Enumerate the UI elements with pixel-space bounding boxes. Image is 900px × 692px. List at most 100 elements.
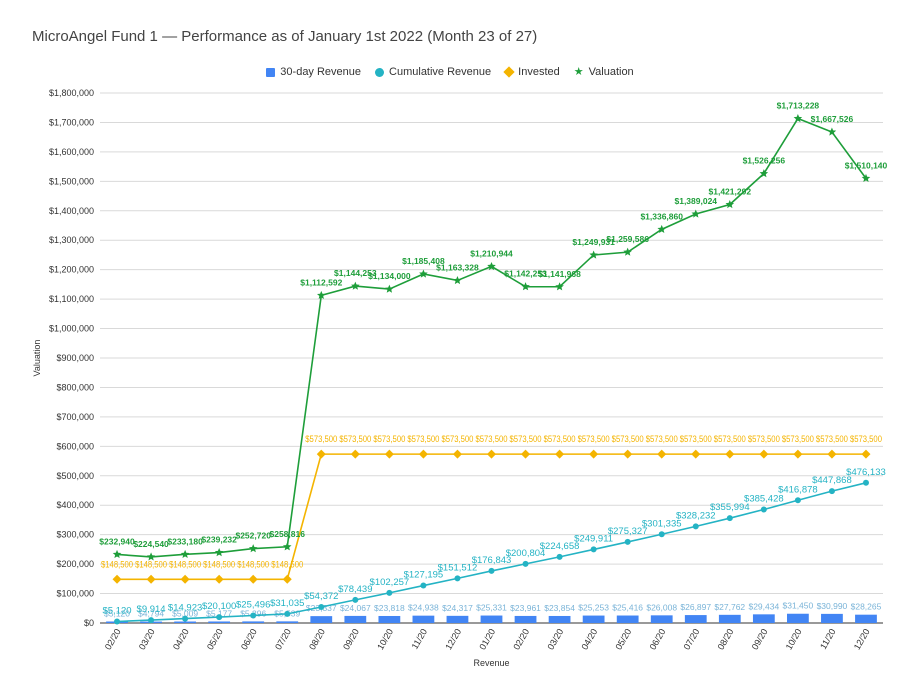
- cumulative-revenue-point: [522, 560, 529, 567]
- bar-data-label: $24,067: [340, 603, 371, 613]
- invested-point: [759, 449, 769, 459]
- invested-data-label: $148,500: [237, 559, 269, 570]
- y-tick-label: $1,400,000: [49, 206, 94, 216]
- valuation-data-label: $1,249,931: [572, 237, 615, 247]
- y-tick-label: $800,000: [56, 382, 94, 392]
- x-tick-label: 09/20: [341, 627, 361, 652]
- valuation-point: [521, 282, 530, 291]
- revenue-bar: [548, 615, 571, 623]
- cumulative-revenue-point: [352, 596, 359, 603]
- bar-data-label: $31,450: [783, 601, 814, 611]
- y-tick-label: $900,000: [56, 353, 94, 363]
- valuation-data-label: $1,713,228: [777, 101, 820, 111]
- x-tick-label: 11/20: [818, 627, 838, 651]
- invested-point: [623, 449, 633, 459]
- invested-data-label: $573,500: [850, 434, 882, 445]
- x-tick-label: 11/20: [410, 627, 430, 651]
- x-tick-label: 04/20: [171, 627, 191, 652]
- invested-point: [691, 449, 701, 459]
- valuation-data-label: $1,144,253: [334, 268, 377, 278]
- cumulative-revenue-data-label: $355,994: [710, 502, 750, 513]
- revenue-bar: [480, 615, 503, 623]
- cumulative-revenue-data-label: $328,232: [676, 510, 716, 521]
- valuation-data-label: $1,336,860: [640, 211, 683, 221]
- bar-data-label: $4,794: [138, 609, 164, 619]
- legend-item-cumulative-revenue[interactable]: Cumulative Revenue: [375, 66, 491, 78]
- valuation-point: [453, 275, 462, 285]
- valuation-data-label: $1,259,586: [606, 234, 649, 244]
- invested-point: [793, 449, 803, 459]
- x-tick-label: 04/20: [579, 627, 599, 652]
- valuation-data-label: $252,720: [235, 531, 271, 541]
- x-tick-label: 10/20: [375, 627, 395, 652]
- bar-data-label: $26,008: [646, 602, 677, 612]
- cumulative-revenue-point: [182, 615, 189, 622]
- cumulative-revenue-point: [420, 582, 427, 589]
- invested-point: [452, 449, 462, 459]
- valuation-line: [116, 117, 867, 558]
- cumulative-revenue-data-label: $20,100: [202, 601, 236, 612]
- cumulative-revenue-data-label: $102,257: [370, 577, 410, 588]
- y-tick-label: $500,000: [56, 471, 94, 481]
- bar-data-label: $30,990: [817, 601, 848, 611]
- cumulative-revenue-point: [454, 575, 461, 582]
- valuation-point: [623, 247, 632, 256]
- invested-data-label: $573,500: [646, 434, 678, 445]
- invested-point: [725, 449, 735, 459]
- y-tick-label: $600,000: [56, 441, 94, 451]
- cumulative-revenue-point: [624, 538, 631, 545]
- legend-dot-swatch: [375, 67, 385, 77]
- cumulative-revenue-point: [556, 553, 563, 560]
- bar-data-label: $24,317: [442, 603, 473, 613]
- revenue-bar: [344, 615, 367, 623]
- invested-data-label: $573,500: [816, 434, 848, 445]
- valuation-point: [691, 209, 701, 218]
- legend-item-invested[interactable]: Invested: [503, 66, 560, 78]
- revenue-bar: [378, 615, 401, 623]
- bar-data-label: $23,854: [544, 603, 575, 613]
- valuation-data-label: $1,526,256: [743, 156, 786, 166]
- cumulative-revenue-data-label: $176,843: [472, 555, 512, 566]
- valuation-data-label: $1,185,408: [402, 256, 445, 266]
- legend-star-icon: ★: [573, 65, 584, 78]
- bar-data-label: $28,265: [851, 602, 882, 612]
- revenue-bar: [310, 616, 333, 623]
- valuation-data-label: $1,210,944: [470, 248, 513, 258]
- legend-label: Cumulative Revenue: [389, 66, 492, 78]
- valuation-data-label: $1,112,592: [300, 277, 342, 287]
- cumulative-revenue-data-label: $476,133: [846, 467, 886, 478]
- valuation-data-label: $1,389,024: [674, 196, 717, 206]
- cumulative-revenue-point: [284, 610, 291, 617]
- valuation-point: [317, 290, 326, 300]
- legend-item-valuation[interactable]: ★ Valuation: [574, 66, 634, 78]
- cumulative-revenue-data-label: $127,195: [404, 570, 444, 581]
- invested-point: [214, 574, 224, 584]
- invested-point: [555, 449, 565, 459]
- invested-data-label: $573,500: [407, 434, 439, 445]
- cumulative-revenue-point: [658, 531, 665, 538]
- y-tick-label: $1,300,000: [49, 235, 94, 245]
- cumulative-revenue-data-label: $78,439: [338, 584, 372, 595]
- y-tick-label: $1,200,000: [49, 265, 94, 275]
- legend-item-30-day-revenue[interactable]: 30-day Revenue: [266, 66, 361, 78]
- bar-data-label: $24,938: [408, 603, 439, 613]
- cumulative-revenue-data-label: $9,914: [137, 604, 166, 615]
- valuation-point: [589, 250, 598, 259]
- invested-data-label: $573,500: [544, 434, 576, 445]
- valuation-point: [487, 261, 496, 271]
- cumulative-revenue-data-label: $385,428: [744, 494, 784, 505]
- invested-data-label: $148,500: [101, 559, 133, 570]
- invested-data-label: $573,500: [578, 434, 610, 445]
- x-tick-label: 08/20: [716, 627, 736, 652]
- invested-point: [589, 449, 599, 459]
- y-tick-label: $1,800,000: [49, 88, 94, 98]
- invested-data-label: $573,500: [373, 434, 405, 445]
- revenue-bar: [446, 615, 469, 623]
- legend: 30-day Revenue Cumulative Revenue Invest…: [0, 66, 900, 78]
- x-tick-label: 02/20: [511, 627, 531, 652]
- x-tick-label: 06/20: [648, 627, 668, 652]
- y-tick-label: $200,000: [56, 559, 94, 569]
- valuation-point: [351, 281, 360, 290]
- revenue-bar: [242, 621, 265, 623]
- cumulative-revenue-data-label: $249,911: [574, 533, 613, 544]
